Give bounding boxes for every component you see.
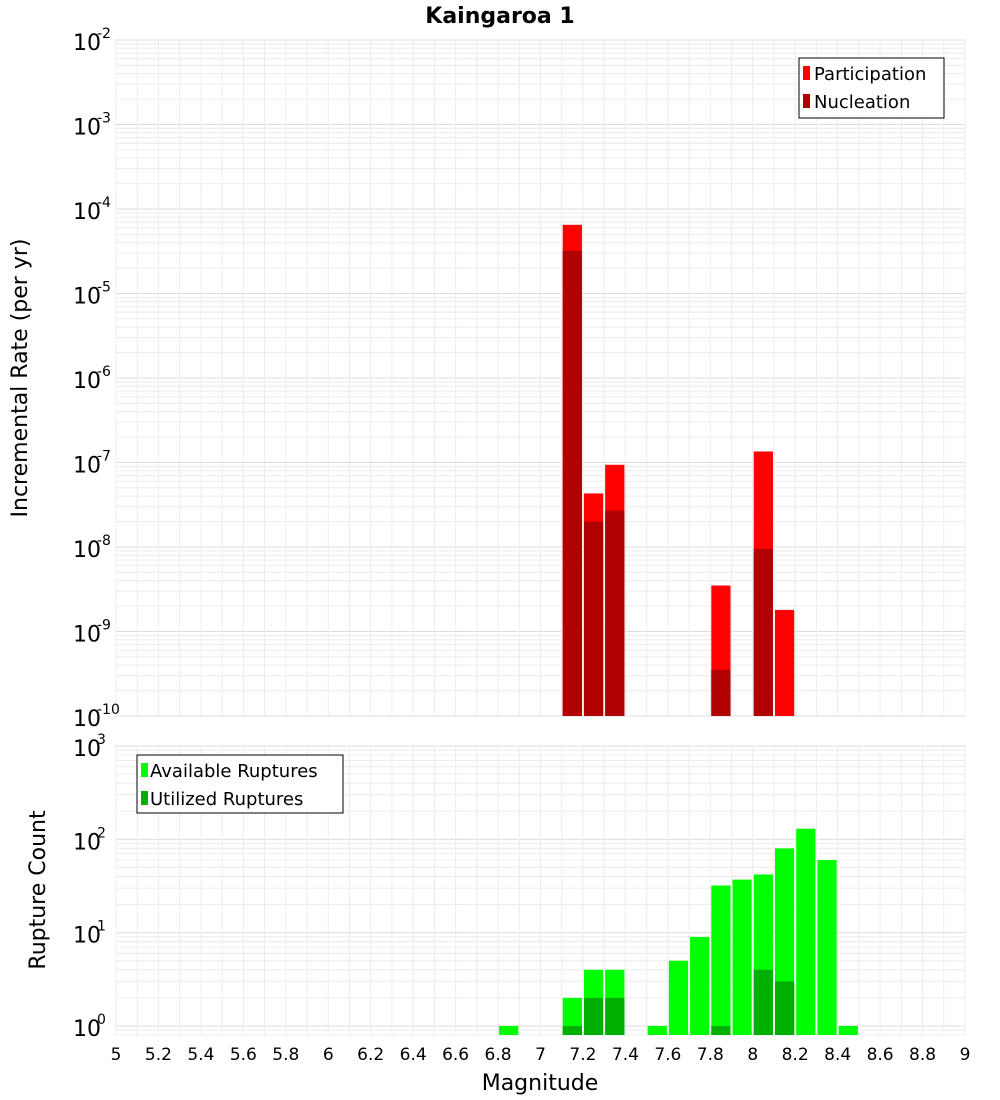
x-tick-label: 6.8 xyxy=(485,1045,512,1065)
x-tick-label: 5 xyxy=(111,1045,122,1065)
legend-swatch-nucleation xyxy=(803,94,810,108)
legend-swatch-available xyxy=(141,763,148,777)
legend-label-participation: Participation xyxy=(814,64,926,85)
top-y-axis-label: Incremental Rate (per yr) xyxy=(8,239,33,518)
top-y-tick-base: 10 xyxy=(73,116,101,141)
bottom-bar-utilized-ruptures xyxy=(774,981,795,1035)
bottom-y-tick-exponent: 0 xyxy=(97,1012,106,1028)
x-tick-label: 7.2 xyxy=(569,1045,596,1065)
bottom-legend: Available Ruptures Utilized Ruptures xyxy=(136,754,344,814)
bottom-bar-available-ruptures xyxy=(838,1025,858,1035)
bottom-bar-available-ruptures xyxy=(647,1025,667,1035)
legend-label-utilized: Utilized Ruptures xyxy=(150,789,303,810)
x-tick-label: 6.4 xyxy=(400,1045,427,1065)
top-y-tick-base: 10 xyxy=(73,538,101,563)
legend-swatch-utilized xyxy=(141,791,148,805)
top-grid xyxy=(115,39,966,717)
x-tick-label: 7.4 xyxy=(612,1045,639,1065)
x-tick-label: 8 xyxy=(747,1045,758,1065)
top-y-tick-exponent: -5 xyxy=(97,280,111,296)
bottom-y-tick-exponent: 1 xyxy=(97,919,106,935)
top-y-tick-base: 10 xyxy=(73,707,101,732)
bottom-bar-available-ruptures xyxy=(690,936,710,1035)
top-legend: Participation Nucleation xyxy=(798,57,945,119)
top-y-tick-base: 10 xyxy=(73,200,101,225)
top-y-tick-base: 10 xyxy=(73,623,101,648)
x-tick-label: 5.4 xyxy=(187,1045,214,1065)
x-tick-label: 5.8 xyxy=(272,1045,299,1065)
top-y-tick-exponent: -2 xyxy=(97,26,111,42)
top-bar-nucleation xyxy=(583,521,604,716)
legend-swatch-participation xyxy=(803,66,810,80)
x-tick-label: 6.2 xyxy=(357,1045,384,1065)
legend-label-available: Available Ruptures xyxy=(150,761,318,782)
top-bars xyxy=(562,224,795,716)
top-bar-nucleation xyxy=(711,670,731,716)
top-legend-box xyxy=(798,57,945,119)
x-tick-label: 5.6 xyxy=(230,1045,257,1065)
x-tick-label: 8.8 xyxy=(909,1045,936,1065)
bottom-bar-available-ruptures xyxy=(668,960,689,1035)
bottom-bars xyxy=(499,828,858,1035)
top-y-tick-base: 10 xyxy=(73,285,101,310)
x-tick-label: 8.6 xyxy=(867,1045,894,1065)
top-y-tick-exponent: -9 xyxy=(97,618,111,634)
top-y-tick-exponent: -6 xyxy=(97,364,111,380)
bottom-y-tick-base: 10 xyxy=(73,1017,101,1042)
bottom-y-tick-exponent: 3 xyxy=(97,732,106,748)
bottom-bar-available-ruptures xyxy=(817,860,837,1035)
bottom-legend-box xyxy=(136,754,344,814)
bottom-bar-available-ruptures xyxy=(711,885,731,1035)
bottom-bar-available-ruptures xyxy=(562,997,582,1035)
top-bar-nucleation xyxy=(753,548,773,716)
bottom-bar-utilized-ruptures xyxy=(562,1025,582,1035)
legend-label-nucleation: Nucleation xyxy=(814,92,910,113)
x-tick-label: 5.2 xyxy=(145,1045,172,1065)
x-tick-label: 8.4 xyxy=(824,1045,851,1065)
x-tick-label: 6 xyxy=(323,1045,334,1065)
top-bar-participation xyxy=(774,609,795,716)
top-y-tick-base: 10 xyxy=(73,31,101,56)
bottom-y-tick-base: 10 xyxy=(73,830,101,855)
x-tick-labels: 5 5.2 5.4 5.6 5.8 6 6.2 6.4 6.6 6.8 7 7.2 7.4 7.6 7.8 8… xyxy=(111,1045,971,1065)
x-tick-label: 7 xyxy=(535,1045,546,1065)
top-bar-nucleation xyxy=(605,510,625,716)
top-y-tick-exponent: -3 xyxy=(97,111,111,127)
top-y-tick-base: 10 xyxy=(73,369,101,394)
bottom-bar-utilized-ruptures xyxy=(753,969,773,1035)
bottom-bar-utilized-ruptures xyxy=(711,1025,731,1035)
bottom-y-tick-exponent: 2 xyxy=(97,825,106,841)
x-tick-label: 7.8 xyxy=(697,1045,724,1065)
bottom-y-tick-base: 10 xyxy=(73,924,101,949)
top-y-tick-exponent: -8 xyxy=(97,533,111,549)
bottom-bar-available-ruptures xyxy=(499,1025,519,1035)
x-axis-label: Magnitude xyxy=(482,1071,599,1096)
bottom-y-tick-base: 10 xyxy=(73,737,101,762)
bottom-bar-available-ruptures xyxy=(732,879,752,1035)
x-tick-label: 8.2 xyxy=(782,1045,809,1065)
top-bar-nucleation xyxy=(562,250,582,716)
top-y-tick-exponent: -4 xyxy=(97,195,111,211)
x-tick-label: 6.6 xyxy=(442,1045,469,1065)
bottom-bar-available-ruptures xyxy=(796,828,816,1035)
bottom-bar-utilized-ruptures xyxy=(605,997,625,1035)
x-tick-label: 9 xyxy=(960,1045,971,1065)
top-y-tick-exponent: -7 xyxy=(97,449,111,465)
bottom-bar-utilized-ruptures xyxy=(583,997,604,1035)
top-y-tick-exponent: -10 xyxy=(97,702,120,718)
x-tick-label: 7.6 xyxy=(654,1045,681,1065)
bottom-y-axis-label: Rupture Count xyxy=(26,810,51,970)
top-y-tick-base: 10 xyxy=(73,454,101,479)
chart-title: Kaingaroa 1 xyxy=(425,4,574,29)
